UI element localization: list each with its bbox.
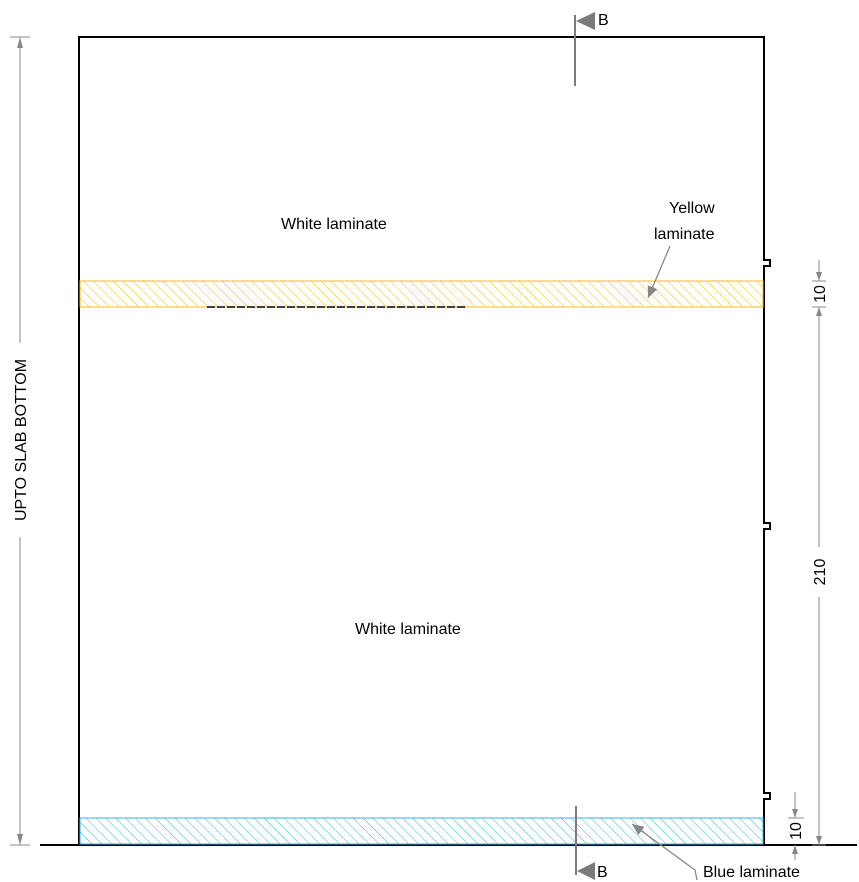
yellow-band-dimension: 10 <box>812 285 829 303</box>
section-label-top: B <box>598 12 609 29</box>
yellow-label-line1: Yellow <box>669 200 715 217</box>
door-height-dimension: 210 <box>812 559 829 586</box>
overall-height-label: UPTO SLAB BOTTOM <box>13 359 30 521</box>
blue-laminate-label: Blue laminate <box>703 864 800 881</box>
panel-outline <box>78 36 771 845</box>
section-marker-top: B <box>574 12 609 86</box>
yellow-label-line2: laminate <box>654 226 715 243</box>
blue-laminate-band <box>79 817 764 845</box>
overall-height-dimension: UPTO SLAB BOTTOM <box>10 36 30 846</box>
blue-band-dimension: 10 <box>788 822 805 840</box>
blue-dimension <box>788 792 804 860</box>
yellow-laminate-band <box>79 280 764 308</box>
section-label-bottom: B <box>597 864 608 881</box>
yellow-leader-arrow <box>647 245 671 299</box>
section-marker-bottom: B <box>575 806 608 881</box>
lower-panel-label: White laminate <box>355 621 461 638</box>
right-dimension-chain <box>812 260 826 846</box>
upper-panel-label: White laminate <box>281 216 387 233</box>
blue-leader-arrow <box>631 823 698 881</box>
